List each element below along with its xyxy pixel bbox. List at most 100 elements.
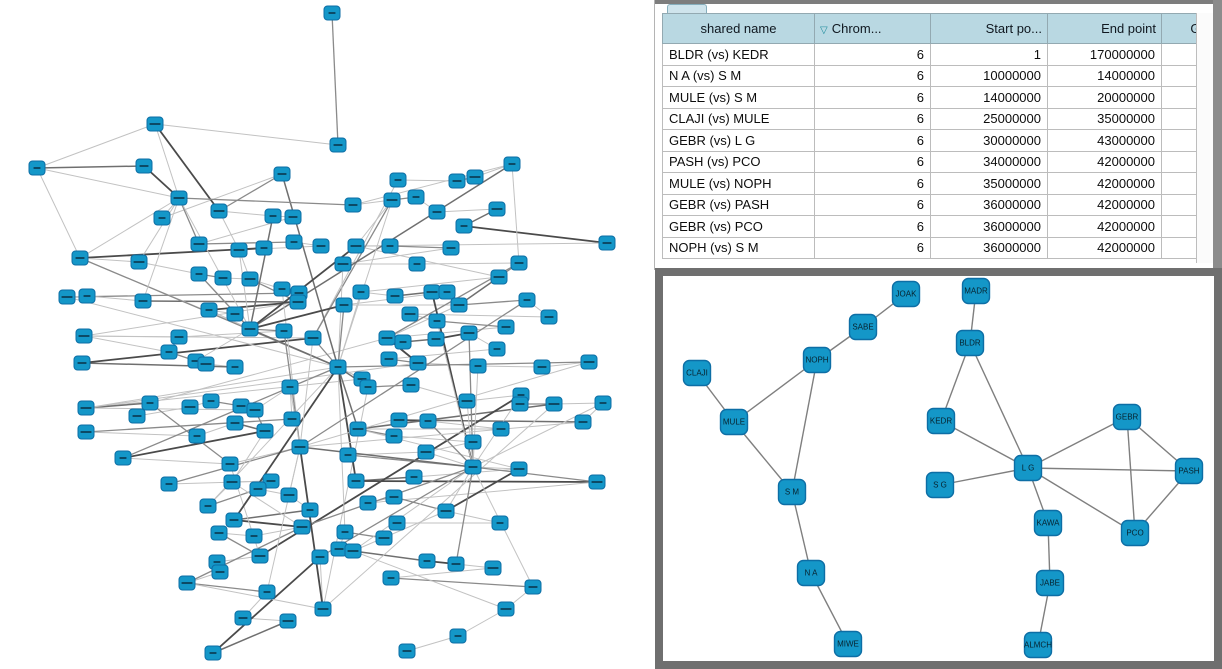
- node-shape[interactable]: [719, 408, 749, 436]
- network-edge[interactable]: [122, 457, 231, 465]
- network-node[interactable]: [503, 156, 521, 172]
- network-node-claji[interactable]: CLAJI: [682, 359, 712, 387]
- network-node[interactable]: [390, 412, 408, 428]
- network-node[interactable]: [359, 495, 377, 511]
- network-edge[interactable]: [472, 466, 598, 483]
- table-cell[interactable]: 14000000: [1047, 64, 1162, 87]
- network-edge[interactable]: [445, 468, 520, 512]
- network-edge[interactable]: [249, 304, 345, 330]
- network-node[interactable]: [285, 234, 303, 250]
- network-node[interactable]: [130, 254, 148, 270]
- network-edge[interactable]: [367, 481, 598, 504]
- node-shape[interactable]: [802, 346, 832, 374]
- network-edge[interactable]: [342, 247, 452, 265]
- network-edge[interactable]: [427, 420, 474, 468]
- network-edge[interactable]: [138, 261, 200, 275]
- node-shape[interactable]: [682, 359, 712, 387]
- network-node[interactable]: [335, 297, 353, 313]
- network-edge[interactable]: [79, 257, 140, 263]
- network-node[interactable]: [304, 330, 322, 346]
- network-node[interactable]: [381, 238, 399, 254]
- network-edge[interactable]: [178, 330, 285, 338]
- network-node[interactable]: [580, 354, 598, 370]
- network-node[interactable]: [598, 235, 616, 251]
- node-shape[interactable]: [1023, 631, 1053, 659]
- network-node[interactable]: [301, 502, 319, 518]
- network-edge[interactable]: [477, 365, 543, 368]
- network-edge[interactable]: [466, 400, 474, 468]
- network-node[interactable]: [225, 512, 243, 528]
- network-node[interactable]: [262, 473, 280, 489]
- network-node[interactable]: [141, 395, 159, 411]
- network-edge[interactable]: [249, 328, 339, 368]
- network-edge[interactable]: [122, 366, 339, 459]
- node-shape[interactable]: [1120, 519, 1150, 547]
- network-edge-l-g-pco[interactable]: [1027, 467, 1136, 534]
- network-edge[interactable]: [337, 366, 359, 430]
- network-node[interactable]: [347, 473, 365, 489]
- network-node[interactable]: [73, 355, 91, 371]
- network-node[interactable]: [226, 359, 244, 375]
- network-node[interactable]: [245, 528, 263, 544]
- network-edge[interactable]: [299, 337, 314, 448]
- network-edge[interactable]: [455, 466, 474, 565]
- network-node-madr[interactable]: MADR: [961, 277, 991, 305]
- network-node[interactable]: [78, 288, 96, 304]
- network-edge[interactable]: [352, 550, 507, 610]
- table-row[interactable]: MULE (vs) S M614000000200000007.5: [662, 86, 1222, 109]
- network-node[interactable]: [75, 328, 93, 344]
- network-node[interactable]: [146, 116, 164, 132]
- network-node[interactable]: [442, 240, 460, 256]
- network-node[interactable]: [256, 423, 274, 439]
- network-node[interactable]: [336, 524, 354, 540]
- network-node-n-a[interactable]: N A: [796, 559, 826, 587]
- network-node[interactable]: [488, 341, 506, 357]
- table-cell[interactable]: 42000000: [1047, 150, 1162, 173]
- node-shape[interactable]: [891, 280, 921, 308]
- network-edge[interactable]: [83, 335, 314, 339]
- network-edge-bldr-l-g[interactable]: [969, 342, 1029, 469]
- network-edge[interactable]: [337, 304, 345, 368]
- network-edge[interactable]: [178, 197, 200, 245]
- network-node[interactable]: [545, 396, 563, 412]
- network-node[interactable]: [349, 421, 367, 437]
- table-cell[interactable]: BLDR (vs) KEDR: [662, 43, 815, 66]
- filter-icon[interactable]: ▽: [820, 25, 828, 36]
- table-cell[interactable]: MULE (vs) NOPH: [662, 172, 815, 195]
- table-cell[interactable]: 6: [814, 215, 931, 238]
- table-cell[interactable]: 42000000: [1047, 172, 1162, 195]
- network-node[interactable]: [385, 489, 403, 505]
- network-node-pco[interactable]: PCO: [1120, 519, 1150, 547]
- network-node[interactable]: [383, 192, 401, 208]
- table-scrollbar-track[interactable]: [1196, 13, 1213, 263]
- network-edge-gebr-pco[interactable]: [1126, 416, 1136, 534]
- network-edge[interactable]: [299, 299, 528, 448]
- network-edge[interactable]: [390, 577, 534, 588]
- network-edge[interactable]: [154, 123, 339, 146]
- network-node[interactable]: [314, 601, 332, 617]
- network-node[interactable]: [311, 549, 329, 565]
- table-panel-tab[interactable]: [667, 4, 707, 14]
- table-cell[interactable]: 36000000: [930, 193, 1048, 216]
- node-shape[interactable]: [925, 471, 955, 499]
- network-node[interactable]: [438, 284, 456, 300]
- network-edge[interactable]: [36, 165, 145, 169]
- network-node[interactable]: [510, 255, 528, 271]
- network-node[interactable]: [281, 379, 299, 395]
- table-row[interactable]: PASH (vs) PCO6340000004200000011.4: [662, 150, 1222, 173]
- network-edge-l-g-gebr[interactable]: [1027, 416, 1128, 469]
- network-node[interactable]: [77, 424, 95, 440]
- node-shape[interactable]: [833, 630, 863, 658]
- network-node[interactable]: [264, 208, 282, 224]
- network-node[interactable]: [258, 584, 276, 600]
- network-node[interactable]: [202, 393, 220, 409]
- table-cell[interactable]: 34000000: [930, 150, 1048, 173]
- network-node[interactable]: [488, 201, 506, 217]
- network-edge[interactable]: [195, 328, 251, 362]
- network-node[interactable]: [464, 459, 482, 475]
- column-header-chrom[interactable]: ▽ Chrom...: [814, 13, 931, 44]
- network-node[interactable]: [197, 356, 215, 372]
- network-node[interactable]: [378, 330, 396, 346]
- network-edge[interactable]: [138, 197, 180, 263]
- network-node[interactable]: [385, 428, 403, 444]
